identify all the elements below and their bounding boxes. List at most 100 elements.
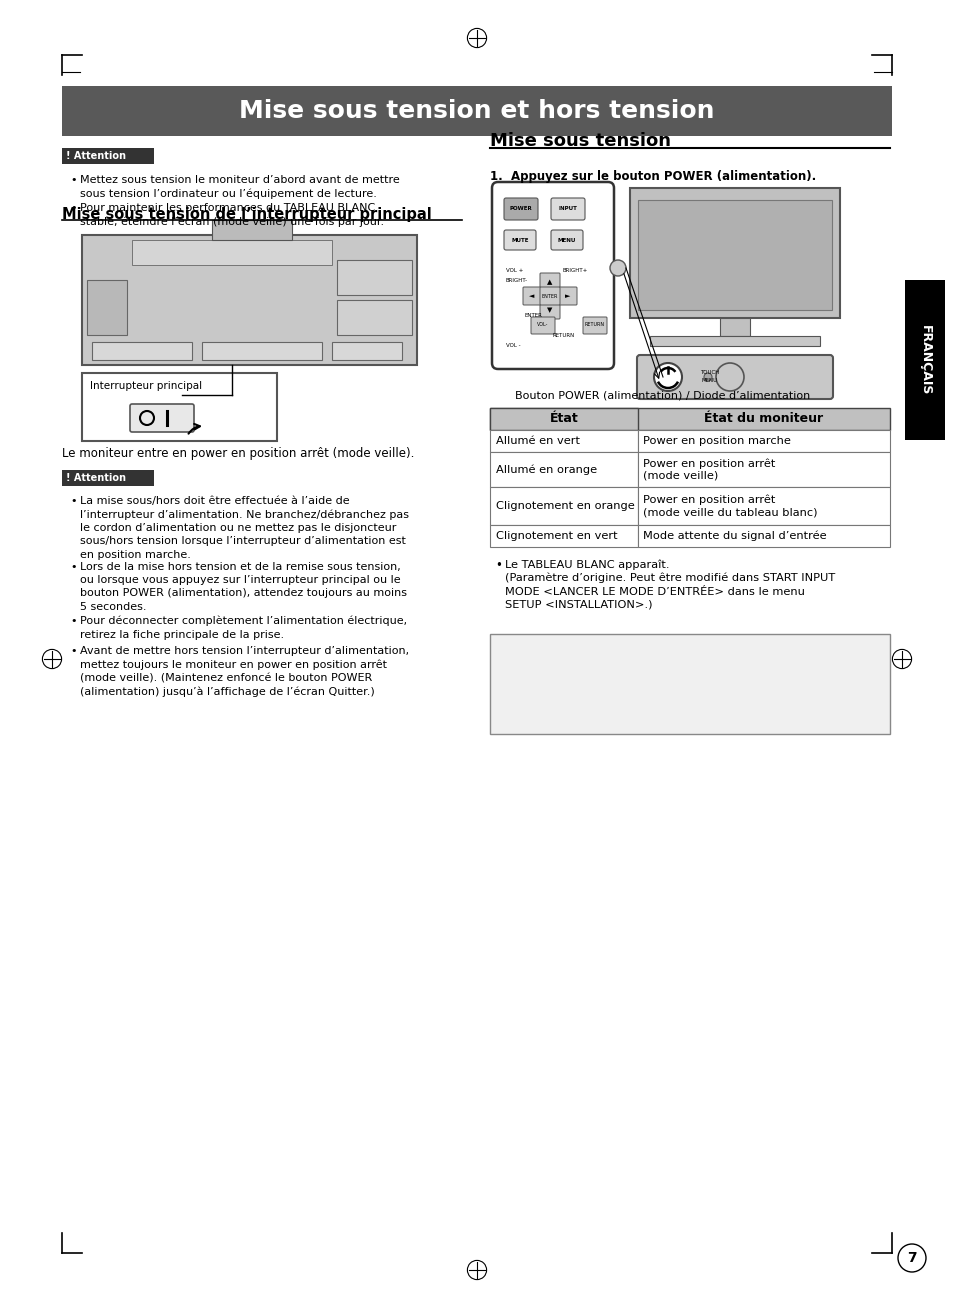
- Text: Clignotement en orange: Clignotement en orange: [496, 501, 634, 511]
- Circle shape: [703, 373, 711, 381]
- Bar: [336, 260, 412, 296]
- Text: Avant de mettre hors tension l’interrupteur d’alimentation,
mettez toujours le m: Avant de mettre hors tension l’interrupt…: [80, 646, 409, 697]
- Bar: [490, 430, 638, 453]
- Text: ENTER: ENTER: [523, 313, 541, 318]
- Text: Power en position marche: Power en position marche: [642, 436, 790, 446]
- Bar: [490, 408, 889, 430]
- Text: MUTE: MUTE: [511, 238, 528, 242]
- Text: Bouton POWER (alimentation) / Diode d’alimentation: Bouton POWER (alimentation) / Diode d’al…: [515, 390, 809, 400]
- Bar: [638, 525, 889, 547]
- FancyBboxPatch shape: [492, 182, 614, 369]
- Bar: [132, 239, 332, 266]
- Circle shape: [609, 260, 625, 276]
- Bar: [490, 487, 638, 525]
- Text: État du moniteur: État du moniteur: [703, 412, 822, 425]
- Text: Pour déconnecter complètement l’alimentation électrique,
retirez la fiche princi: Pour déconnecter complètement l’alimenta…: [80, 616, 407, 640]
- Text: 1.  Appuyez sur le bouton POWER (alimentation).: 1. Appuyez sur le bouton POWER (alimenta…: [490, 170, 816, 183]
- Text: ▼: ▼: [547, 307, 552, 313]
- Bar: [638, 487, 889, 525]
- Text: Mode attente du signal d’entrée: Mode attente du signal d’entrée: [642, 531, 825, 542]
- Bar: [332, 341, 401, 360]
- Text: Le moniteur entre en power en position arrêt (mode veille).: Le moniteur entre en power en position a…: [62, 447, 414, 460]
- Text: 7: 7: [906, 1250, 916, 1265]
- Text: •: •: [495, 559, 501, 572]
- Text: ◄: ◄: [529, 293, 534, 300]
- Text: •: •: [70, 496, 76, 506]
- Text: Allumé en orange: Allumé en orange: [496, 464, 597, 475]
- FancyBboxPatch shape: [582, 317, 606, 334]
- Bar: [649, 336, 820, 347]
- Bar: [62, 470, 153, 487]
- Bar: [629, 188, 840, 318]
- Text: Power en position arrêt
(mode veille du tableau blanc): Power en position arrêt (mode veille du …: [642, 494, 817, 518]
- FancyBboxPatch shape: [551, 198, 584, 220]
- Bar: [904, 280, 944, 439]
- Text: MENU: MENU: [558, 238, 576, 242]
- Text: POWER: POWER: [509, 207, 532, 212]
- Text: ►: ►: [565, 293, 570, 300]
- FancyBboxPatch shape: [551, 230, 582, 250]
- Bar: [202, 341, 322, 360]
- Text: BRIGHT+: BRIGHT+: [562, 268, 588, 273]
- Text: ENTER: ENTER: [541, 293, 558, 298]
- Bar: [490, 634, 889, 734]
- Bar: [336, 300, 412, 335]
- Bar: [62, 148, 153, 164]
- Bar: [638, 453, 889, 487]
- Bar: [720, 318, 749, 336]
- Text: Mettez sous tension le moniteur d’abord avant de mettre
sous tension l’ordinateu: Mettez sous tension le moniteur d’abord …: [80, 175, 399, 199]
- Text: Pour maintenir les performances du TABLEAU BLANC
stable, éteindre l’écran (mode : Pour maintenir les performances du TABLE…: [80, 203, 384, 226]
- Bar: [62, 86, 891, 136]
- Text: ! Attention: ! Attention: [66, 473, 126, 483]
- FancyBboxPatch shape: [522, 286, 540, 305]
- Bar: [490, 453, 638, 487]
- FancyBboxPatch shape: [130, 404, 193, 432]
- Text: •: •: [70, 646, 76, 657]
- Text: •: •: [70, 562, 76, 572]
- Bar: [87, 280, 127, 335]
- Text: Mise sous tension et hors tension: Mise sous tension et hors tension: [239, 99, 714, 123]
- FancyBboxPatch shape: [539, 273, 559, 290]
- FancyBboxPatch shape: [531, 317, 555, 334]
- Text: •: •: [70, 616, 76, 627]
- FancyBboxPatch shape: [539, 301, 559, 319]
- Bar: [638, 200, 831, 310]
- Text: Mise sous tension de l’interrupteur principal: Mise sous tension de l’interrupteur prin…: [62, 207, 432, 222]
- Text: La mise sous/hors doit être effectuée à l’aide de
l’interrupteur d’alimentation.: La mise sous/hors doit être effectuée à …: [80, 496, 409, 560]
- Bar: [82, 235, 416, 365]
- Text: VOL -: VOL -: [505, 343, 520, 348]
- Text: MENU: MENU: [701, 378, 718, 383]
- Text: ▲: ▲: [547, 279, 552, 285]
- Bar: [212, 220, 292, 239]
- Bar: [82, 373, 276, 441]
- FancyBboxPatch shape: [558, 286, 577, 305]
- FancyBboxPatch shape: [637, 354, 832, 399]
- Text: Le TABLEAU BLANC apparaît.
(Paramètre d’origine. Peut être modifié dans START IN: Le TABLEAU BLANC apparaît. (Paramètre d’…: [504, 559, 835, 610]
- Text: VOL +: VOL +: [505, 268, 523, 273]
- Text: VOL-: VOL-: [537, 323, 548, 327]
- Text: Lors de la mise hors tension et de la remise sous tension,
ou lorsque vous appuy: Lors de la mise hors tension et de la re…: [80, 562, 407, 612]
- Text: Allumé en vert: Allumé en vert: [496, 436, 579, 446]
- Bar: [638, 430, 889, 453]
- FancyBboxPatch shape: [539, 286, 559, 305]
- Text: •: •: [70, 175, 76, 184]
- Text: FRANÇAIS: FRANÇAIS: [918, 324, 930, 395]
- Text: Mise sous tension: Mise sous tension: [490, 132, 670, 150]
- FancyBboxPatch shape: [503, 230, 536, 250]
- Bar: [490, 408, 638, 430]
- Text: État: État: [549, 412, 578, 425]
- Text: TOUCH: TOUCH: [700, 370, 719, 375]
- Circle shape: [654, 364, 681, 391]
- Text: Interrupteur principal: Interrupteur principal: [90, 381, 202, 391]
- Text: INPUT: INPUT: [558, 207, 577, 212]
- Bar: [490, 525, 638, 547]
- Bar: [91, 341, 192, 360]
- Circle shape: [716, 364, 743, 391]
- Text: ! Attention: ! Attention: [66, 150, 126, 161]
- FancyBboxPatch shape: [503, 198, 537, 220]
- Text: RETURN: RETURN: [553, 334, 575, 337]
- Text: BRIGHT-: BRIGHT-: [505, 279, 528, 283]
- Text: Clignotement en vert: Clignotement en vert: [496, 531, 617, 542]
- Text: RETURN: RETURN: [584, 323, 604, 327]
- Text: •: •: [70, 203, 76, 213]
